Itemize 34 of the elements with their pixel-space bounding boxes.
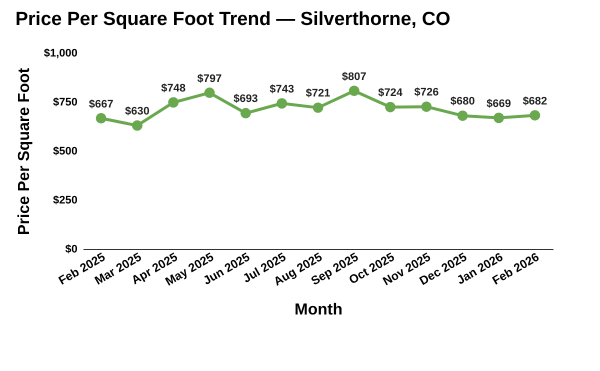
data-label: $797 <box>197 72 222 85</box>
y-tick-label: $500 <box>53 146 78 158</box>
data-label: $667 <box>88 98 114 110</box>
point <box>530 110 540 121</box>
y-tick-label: $250 <box>53 194 78 206</box>
y-tick-label: $1,000 <box>44 48 78 60</box>
point <box>204 88 215 98</box>
data-label: $721 <box>306 88 330 100</box>
y-axis-title: Price Per Square Foot <box>16 67 33 236</box>
point <box>348 86 360 96</box>
point <box>168 97 179 108</box>
data-label: $724 <box>378 87 404 100</box>
point <box>240 108 251 118</box>
point <box>385 102 396 112</box>
data-label: $669 <box>486 98 512 110</box>
data-label: $743 <box>270 83 294 96</box>
y-tick-label: $750 <box>53 96 78 108</box>
point <box>457 110 468 121</box>
data-label: $693 <box>233 93 258 106</box>
x-axis-title: Month <box>294 302 342 319</box>
point <box>132 120 142 131</box>
point <box>276 98 288 109</box>
point <box>494 112 504 124</box>
data-label: $682 <box>522 95 548 108</box>
data-label: $726 <box>414 86 439 99</box>
data-label: $807 <box>342 70 366 83</box>
point <box>96 113 106 124</box>
data-label: $680 <box>450 96 475 108</box>
data-label: $630 <box>124 106 150 118</box>
chart-title: Price Per Square Foot Trend — Silverthorne, CO <box>15 9 450 30</box>
point <box>312 102 324 113</box>
data-label: $748 <box>161 82 186 94</box>
point <box>421 101 432 112</box>
y-tick-label: $0 <box>65 244 78 256</box>
